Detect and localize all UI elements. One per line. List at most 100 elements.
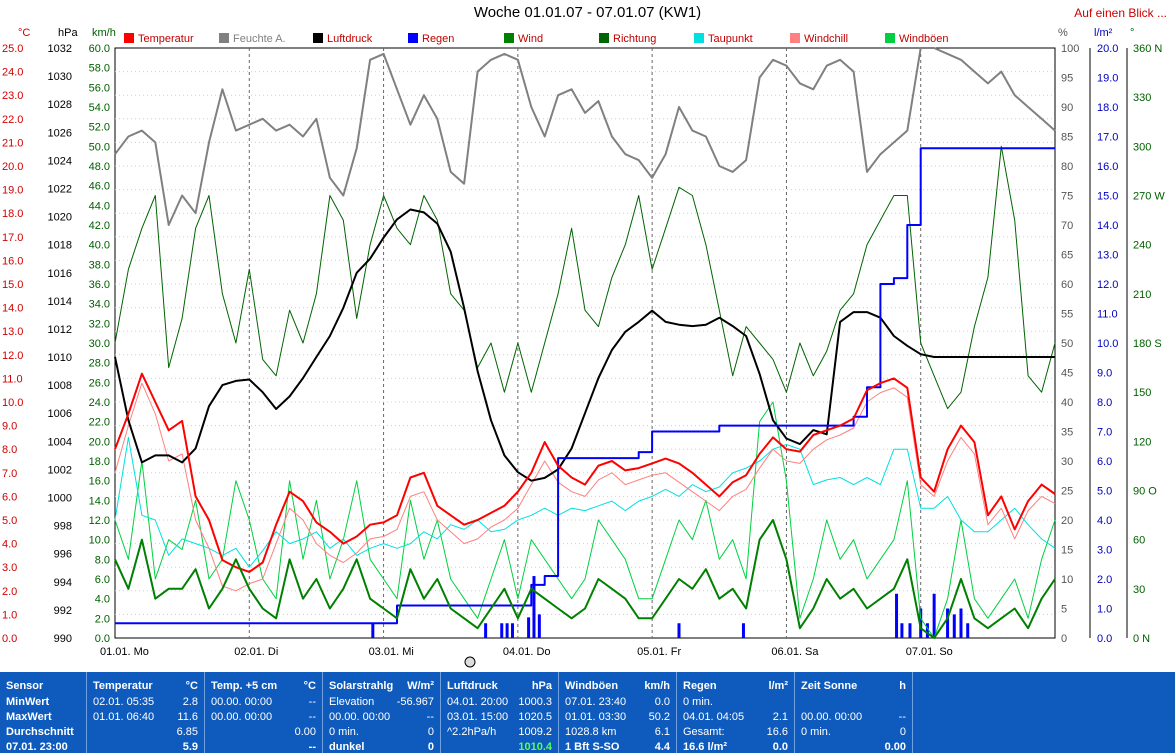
- windboeen-min: 07.01. 23:40 0.0: [565, 696, 670, 708]
- legend-swatch: [790, 33, 800, 43]
- legend-swatch: [313, 33, 323, 43]
- direction-tick-label: 270 W: [1133, 191, 1165, 203]
- x-tick-label: 04.01. Do: [503, 646, 551, 658]
- rain-tick-label: 20.0: [1097, 43, 1118, 55]
- rain-bar: [946, 608, 950, 638]
- sensor-row-current: 07.01. 23:00: [6, 741, 68, 753]
- series-line-luftdruck: [114, 208, 1055, 482]
- wind-tick-label: 0.0: [95, 633, 110, 645]
- rain-tick-label: 13.0: [1097, 250, 1118, 262]
- sonne-current: 0.00: [884, 741, 906, 753]
- direction-tick-label: 240: [1133, 240, 1151, 252]
- temperature-tick-label: 10.0: [2, 397, 23, 409]
- luftdruck-min: 04.01. 20:00 1000.3: [447, 696, 552, 708]
- legend-swatch: [599, 33, 609, 43]
- series-line-regen: [115, 147, 1055, 625]
- temperature-tick-label: 21.0: [2, 137, 23, 149]
- wind-tick-label: 34.0: [89, 299, 110, 311]
- humidity-tick-label: 55: [1061, 309, 1073, 321]
- rain-tick-label: 4.0: [1097, 515, 1112, 527]
- humidity-tick-label: 0: [1061, 633, 1067, 645]
- pressure-tick-label: 1016: [48, 268, 72, 280]
- x-tick-label: 01.01. Mo: [100, 646, 149, 658]
- temp5-column: Temp. +5 cm °C 00.00. 00:00 -- 00.00. 00:0…: [205, 672, 323, 753]
- rain-bar: [510, 623, 514, 638]
- wind-tick-label: 30.0: [89, 338, 110, 350]
- legend-label: Luftdruck: [327, 33, 373, 45]
- temperature-tick-label: 7.0: [2, 468, 17, 480]
- temperature-tick-label: 16.0: [2, 255, 23, 267]
- rain-bar: [925, 623, 929, 638]
- humidity-tick-label: 50: [1061, 338, 1073, 350]
- rain-bar: [895, 593, 899, 638]
- direction-tick-label: 150: [1133, 387, 1151, 399]
- temperature-tick-label: 17.0: [2, 232, 23, 244]
- sensor-row-max: MaxWert: [6, 711, 52, 723]
- humidity-tick-label: 30: [1061, 456, 1073, 468]
- legend-swatch: [124, 33, 134, 43]
- temperature-unit-label: °C: [18, 27, 30, 39]
- rain-bar: [371, 623, 375, 638]
- wind-tick-label: 60.0: [89, 43, 110, 55]
- temperatur-current: 5.9: [182, 741, 198, 753]
- humidity-tick-label: 15: [1061, 545, 1073, 557]
- legend-swatch: [504, 33, 514, 43]
- wind-tick-label: 48.0: [89, 161, 110, 173]
- temperatur-unit: °C: [185, 680, 198, 692]
- solar-elevation: Elevation -56.967: [329, 696, 434, 708]
- pressure-tick-label: 1012: [48, 324, 72, 336]
- pressure-tick-label: 1028: [48, 99, 72, 111]
- direction-tick-label: 30: [1133, 584, 1145, 596]
- wind-tick-label: 22.0: [89, 417, 110, 429]
- wind-tick-label: 46.0: [89, 181, 110, 193]
- x-tick-label: 03.01. Mi: [369, 646, 414, 658]
- temperatur-max: 01.01. 06:40 11.6: [93, 711, 198, 723]
- series-line-windchill: [114, 382, 1056, 592]
- humidity-tick-label: 20: [1061, 515, 1073, 527]
- sonne-unit: h: [899, 680, 906, 692]
- rain-bar: [741, 623, 745, 638]
- temp5-min: 00.00. 00:00 --: [211, 696, 316, 708]
- luftdruck-trend: ^2.2hPa/h 1009.2: [447, 726, 552, 738]
- wind-tick-label: 42.0: [89, 220, 110, 232]
- wind-tick-label: 24.0: [89, 397, 110, 409]
- temperature-tick-label: 9.0: [2, 421, 17, 433]
- x-tick-label: 07.01. So: [906, 646, 953, 658]
- humidity-tick-label: 45: [1061, 368, 1073, 380]
- pressure-tick-label: 990: [54, 633, 72, 645]
- rain-tick-label: 10.0: [1097, 338, 1118, 350]
- direction-tick-label: 120: [1133, 436, 1151, 448]
- pressure-tick-label: 1032: [48, 43, 72, 55]
- windboeen-unit: km/h: [644, 680, 670, 692]
- wind-tick-label: 12.0: [89, 515, 110, 527]
- rain-tick-label: 6.0: [1097, 456, 1112, 468]
- rain-bar: [537, 614, 541, 638]
- rain-bar: [677, 623, 681, 638]
- wind-tick-label: 52.0: [89, 122, 110, 134]
- temperatur-min: 02.01. 05:35 2.8: [93, 696, 198, 708]
- rain-bar: [932, 593, 936, 638]
- temperature-tick-label: 5.0: [2, 515, 17, 527]
- temperature-tick-label: 6.0: [2, 491, 17, 503]
- temperature-tick-label: 13.0: [2, 326, 23, 338]
- wind-tick-label: 58.0: [89, 63, 110, 75]
- direction-tick-label: 300: [1133, 141, 1151, 153]
- wind-tick-label: 38.0: [89, 259, 110, 271]
- sonne-column: Zeit Sonne h 00.00. 00:00 -- 0 min. 0 0.00: [795, 672, 913, 753]
- temp5-current: --: [308, 741, 316, 753]
- humidity-tick-label: 95: [1061, 73, 1073, 85]
- pressure-tick-label: 1004: [48, 436, 72, 448]
- rain-tick-label: 0.0: [1097, 633, 1112, 645]
- rain-tick-label: 5.0: [1097, 486, 1112, 498]
- temperature-tick-label: 8.0: [2, 444, 17, 456]
- direction-tick-label: 60: [1133, 535, 1145, 547]
- rain-tick-label: 15.0: [1097, 191, 1118, 203]
- rain-tick-label: 8.0: [1097, 397, 1112, 409]
- wind-tick-label: 2.0: [95, 613, 110, 625]
- overview-link[interactable]: Auf einen Blick ...: [1074, 6, 1167, 20]
- series-line-richtung: [114, 145, 1056, 410]
- temperature-tick-label: 25.0: [2, 43, 23, 55]
- pressure-tick-label: 996: [54, 549, 72, 561]
- rain-bar: [527, 617, 531, 638]
- windboeen-column: Windböen km/h 07.01. 23:40 0.0 01.01. 03:3…: [559, 672, 677, 753]
